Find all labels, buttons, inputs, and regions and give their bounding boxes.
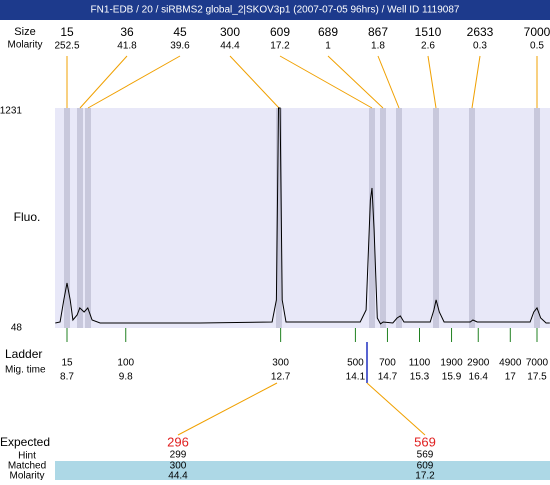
matched-label: Matched	[8, 461, 46, 472]
ladder-time: 8.7	[60, 372, 74, 383]
peak-connector	[279, 55, 373, 109]
peak-size: 45	[173, 25, 187, 39]
y-axis-label: Fluo.	[14, 210, 41, 224]
peak-band	[64, 108, 70, 328]
peak-molarity: 1	[325, 41, 331, 52]
ladder-time: 12.7	[271, 372, 291, 383]
peak-molarity: 17.2	[270, 41, 290, 52]
matched-molarity: 17.2	[415, 471, 435, 480]
y-tick-label: 48	[11, 323, 23, 334]
ladder-time: 15.9	[442, 372, 462, 383]
peak-molarity: 39.6	[170, 41, 190, 52]
molarity-row-label: Molarity	[7, 40, 42, 51]
ladder-time: 17	[505, 372, 517, 383]
ladder-size: 1100	[409, 358, 431, 369]
hint-label: Hint	[18, 451, 36, 462]
ladder-time: 17.5	[527, 372, 547, 383]
peak-size: 2633	[467, 25, 494, 39]
ladder-time: 16.4	[469, 372, 489, 383]
title-bar	[0, 0, 550, 20]
peak-connector	[87, 55, 181, 109]
peak-band	[380, 108, 386, 328]
matched-band	[55, 461, 550, 480]
peak-molarity: 44.4	[220, 41, 240, 52]
ladder-time: 15.3	[410, 372, 430, 383]
peak-size: 300	[220, 25, 240, 39]
exp-molarity-label: Molarity	[9, 471, 44, 480]
peak-molarity: 252.5	[54, 41, 79, 52]
peak-connector	[79, 55, 128, 109]
peak-size: 609	[270, 25, 290, 39]
peak-band	[369, 108, 375, 328]
peak-band	[469, 108, 475, 328]
match-connector	[177, 382, 278, 436]
peak-molarity: 2.6	[421, 41, 435, 52]
expected-size: 296	[167, 434, 189, 449]
peak-band	[396, 108, 402, 328]
trace	[55, 107, 550, 325]
size-row-label: Size	[14, 26, 35, 38]
peak-connector	[327, 55, 384, 109]
y-tick-label: 1231	[0, 106, 22, 117]
ladder-time: 14.1	[346, 372, 366, 383]
matched-size: 609	[417, 461, 434, 472]
peak-connector	[377, 55, 400, 109]
ladder-size: 700	[379, 358, 396, 369]
peak-size: 1510	[415, 25, 442, 39]
hint-size: 569	[417, 450, 434, 461]
ladder-size: 2900	[467, 358, 490, 369]
ladder-size: 300	[272, 358, 289, 369]
ladder-time: 14.7	[378, 372, 398, 383]
expected-label: Expected	[0, 435, 50, 449]
ladder-size: 4900	[499, 358, 522, 369]
peak-band	[77, 108, 83, 328]
ladder-size: 100	[117, 358, 134, 369]
peak-size: 15	[60, 25, 74, 39]
peak-band	[85, 108, 91, 328]
ladder-size: 500	[347, 358, 364, 369]
matched-size: 300	[170, 461, 187, 472]
peak-molarity: 0.5	[530, 41, 544, 52]
plot-area	[55, 108, 550, 328]
title: FN1-EDB / 20 / siRBMS2 global_2|SKOV3p1 …	[91, 5, 460, 16]
ladder-label: Ladder	[5, 347, 42, 361]
peak-band	[433, 108, 439, 328]
peak-size: 867	[368, 25, 388, 39]
matched-molarity: 44.4	[168, 471, 188, 480]
hint-size: 299	[170, 450, 187, 461]
mig-time-label: Mig. time	[5, 365, 46, 376]
peak-connector	[427, 55, 437, 109]
expected-size: 569	[414, 434, 436, 449]
peak-size: 36	[120, 25, 134, 39]
peak-size: 689	[318, 25, 338, 39]
peak-molarity: 1.8	[371, 41, 385, 52]
match-connector	[366, 382, 426, 436]
peak-size: 7000	[524, 25, 550, 39]
ladder-size: 1900	[440, 358, 463, 369]
ladder-size: 15	[61, 358, 73, 369]
peak-molarity: 41.8	[117, 41, 137, 52]
peak-band	[534, 108, 540, 328]
peak-band	[276, 108, 282, 328]
ladder-time: 9.8	[119, 372, 133, 383]
peak-molarity: 0.3	[473, 41, 487, 52]
peak-connector	[471, 55, 481, 109]
peak-connector	[229, 55, 280, 109]
ladder-size: 7000	[526, 358, 549, 369]
